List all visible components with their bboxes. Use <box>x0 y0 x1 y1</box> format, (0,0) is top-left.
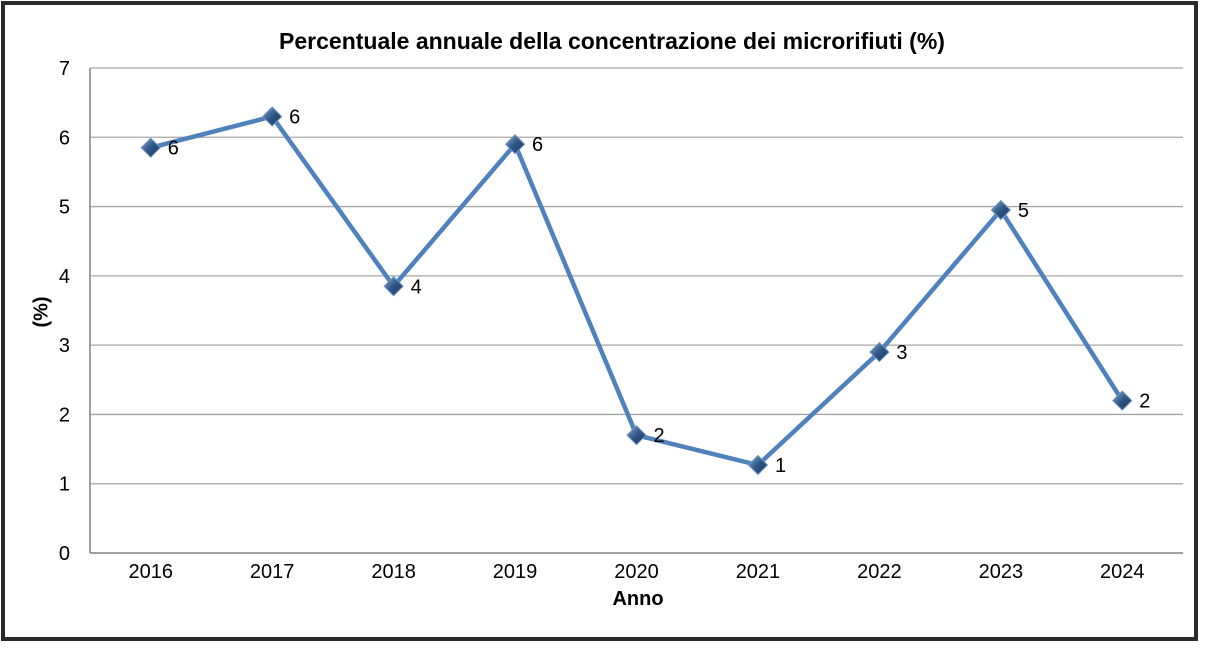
data-point-marker <box>747 454 769 476</box>
x-tick-label: 2024 <box>1100 561 1145 583</box>
x-tick-label: 2021 <box>736 561 781 583</box>
x-tick-label: 2016 <box>128 561 173 583</box>
data-point-marker <box>140 137 161 158</box>
y-tick-label: 6 <box>59 127 70 149</box>
series-line <box>148 114 1125 468</box>
data-point-marker <box>869 341 890 363</box>
y-tick-label: 2 <box>59 404 70 426</box>
data-point-label: 6 <box>289 107 300 129</box>
y-tick-label: 7 <box>59 58 70 80</box>
chart-frame <box>1 1 1198 641</box>
y-tick-label: 4 <box>59 266 70 288</box>
x-tick-label: 2019 <box>493 561 538 583</box>
data-point-label: 6 <box>168 138 179 160</box>
x-tick-label: 2020 <box>614 561 659 583</box>
data-point-label: 5 <box>1018 200 1029 222</box>
data-point-marker <box>504 134 526 155</box>
x-tick-label: 2017 <box>250 561 295 583</box>
data-point-label: 3 <box>896 342 907 364</box>
x-tick-label: 2018 <box>371 561 416 583</box>
y-tick-label: 5 <box>59 197 70 219</box>
data-point-marker <box>990 199 1012 221</box>
data-point-label: 2 <box>654 425 665 447</box>
x-axis-title: Anno <box>612 588 664 610</box>
y-tick-label: 3 <box>59 335 70 357</box>
y-axis-title: (%) <box>30 296 53 328</box>
data-point-marker <box>1112 390 1133 411</box>
y-tick-label: 1 <box>59 474 70 496</box>
data-point-label: 2 <box>1139 391 1150 413</box>
y-tick-label: 0 <box>59 543 70 565</box>
data-point-label: 1 <box>775 455 786 477</box>
data-point-label: 6 <box>532 134 543 156</box>
chart-title: Percentuale annuale della concentrazione… <box>279 28 945 54</box>
x-tick-label: 2022 <box>857 561 902 583</box>
x-tick-label: 2023 <box>979 561 1024 583</box>
data-point-marker <box>261 106 283 127</box>
data-point-marker <box>626 425 647 446</box>
data-point-label: 4 <box>411 276 422 298</box>
data-point-marker <box>383 276 404 297</box>
